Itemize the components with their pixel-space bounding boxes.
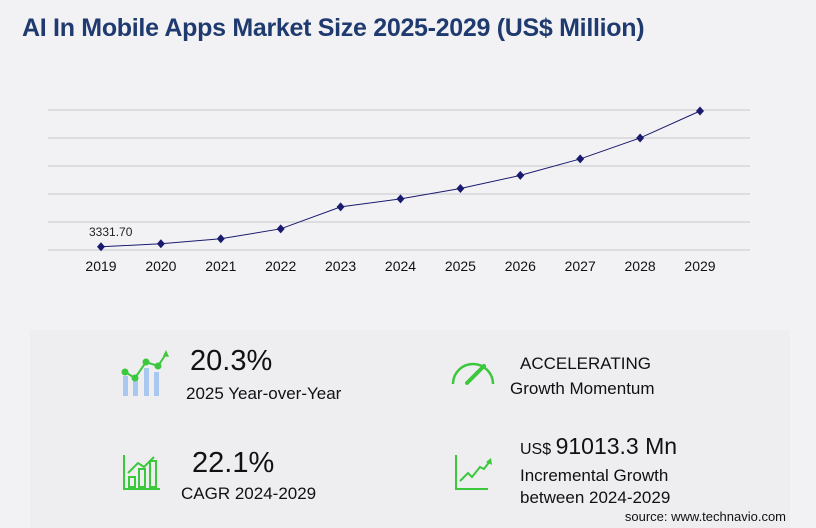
momentum-value: ACCELERATING xyxy=(520,354,651,373)
x-tick-label: 2025 xyxy=(445,258,476,274)
cagr-value: 22.1% xyxy=(192,447,275,479)
incremental-amount: 91013.3 Mn xyxy=(555,433,678,459)
x-tick-label: 2020 xyxy=(145,258,176,274)
speedometer-icon xyxy=(451,362,495,385)
line-chart: 2019 2020 2021 2022 2023 2024 2025 2026 2027 2028… xyxy=(48,106,750,274)
x-tick-label: 2024 xyxy=(385,258,416,274)
momentum-label: Growth Momentum xyxy=(510,379,655,398)
data-point-2020 xyxy=(156,239,165,249)
yoy-value: 20.3% xyxy=(190,345,273,377)
data-point-2029 xyxy=(696,106,704,116)
x-tick-label: 2021 xyxy=(205,258,236,274)
data-point-2024 xyxy=(396,194,405,204)
cagr-label: CAGR 2024-2029 xyxy=(181,484,317,503)
x-tick-label: 2028 xyxy=(625,258,656,274)
trend-up-icon xyxy=(455,455,492,490)
data-point-2022 xyxy=(276,224,285,234)
bar-chart-icon xyxy=(123,455,160,490)
incremental-label-1: Incremental Growth xyxy=(520,466,669,485)
data-point-2025 xyxy=(456,183,465,193)
x-tick-label: 2023 xyxy=(325,258,356,274)
data-point-2028 xyxy=(636,133,645,143)
incremental-value: US$ 91013.3 Mn xyxy=(520,433,677,460)
x-tick-label: 2026 xyxy=(505,258,536,274)
series-line xyxy=(100,110,701,248)
x-tick-label: 2022 xyxy=(265,258,296,274)
x-tick-label: 2029 xyxy=(684,258,715,274)
data-point-2021 xyxy=(216,234,225,244)
data-point-2026 xyxy=(516,170,525,180)
data-point-2023 xyxy=(336,202,345,212)
data-point-2019 xyxy=(97,242,105,252)
incremental-prefix: US$ xyxy=(520,441,552,458)
yoy-label: 2025 Year-over-Year xyxy=(186,384,342,403)
data-point-2027 xyxy=(576,154,585,164)
x-tick-label: 2019 xyxy=(85,258,116,274)
growth-chart-icon xyxy=(121,350,169,396)
incremental-label-2: between 2024-2029 xyxy=(520,488,671,507)
source-text: source: www.technavio.com xyxy=(624,509,786,524)
data-label-2019: 3331.70 xyxy=(89,225,133,239)
x-tick-label: 2027 xyxy=(565,258,596,274)
chart-title: AI In Mobile Apps Market Size 2025-2029 … xyxy=(22,14,645,42)
